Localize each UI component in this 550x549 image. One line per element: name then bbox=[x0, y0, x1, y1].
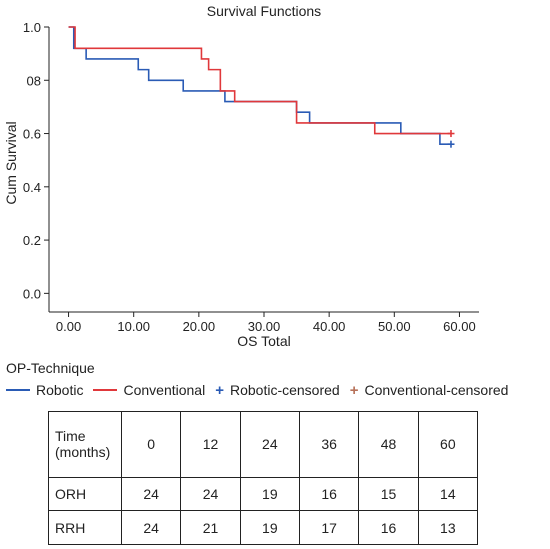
risk-table-cell: 14 bbox=[417, 476, 479, 512]
legend-line-swatch bbox=[93, 389, 118, 391]
risk-table-cell: 15 bbox=[358, 476, 419, 512]
risk-table-cell: 16 bbox=[298, 476, 360, 512]
legend-label: Conventional bbox=[123, 382, 206, 398]
risk-table-row-label: ORH bbox=[48, 476, 122, 512]
risk-table-cell: 19 bbox=[239, 476, 300, 512]
risk-table-header-label: Time (months) bbox=[48, 411, 122, 478]
series-line-robotic bbox=[68, 26, 451, 145]
risk-table-time: 12 bbox=[180, 411, 241, 478]
chart-title: Survival Functions bbox=[207, 3, 321, 19]
risk-table-time: 0 bbox=[120, 411, 182, 478]
x-tick-label: 20.00 bbox=[183, 319, 216, 334]
legend-item: Robotic bbox=[6, 382, 83, 398]
x-axis-label: OS Total bbox=[237, 333, 290, 349]
risk-table-time: 36 bbox=[298, 411, 360, 478]
risk-table-row: RRH 24 21 19 17 16 13 bbox=[48, 510, 479, 545]
x-tick-label: 60.00 bbox=[443, 319, 476, 334]
y-tick-label: 0.6 bbox=[23, 127, 41, 142]
risk-table-cell: 13 bbox=[417, 510, 479, 545]
legend-label: Robotic bbox=[36, 382, 84, 398]
legend: OP-Technique Robotic Conventional + Robotic… bbox=[6, 360, 550, 398]
risk-table-time: 48 bbox=[358, 411, 419, 478]
y-axis-label: Cum Survival bbox=[3, 121, 19, 204]
y-tick-label: 0.2 bbox=[23, 233, 41, 248]
y-tick-label: 0.4 bbox=[23, 180, 41, 195]
risk-table: Time (months) 0 12 24 36 48 60 ORH 24 24 19 16 15 14 R… bbox=[48, 411, 479, 545]
legend-items: Robotic Conventional + Robotic-censored + Con… bbox=[6, 382, 550, 398]
series-line-conventional bbox=[68, 26, 451, 135]
legend-plus-swatch: + bbox=[215, 381, 224, 399]
censor-mark-conventional bbox=[447, 130, 455, 138]
x-tick-label: 50.00 bbox=[378, 319, 411, 334]
legend-plus-swatch: + bbox=[349, 381, 359, 399]
legend-item: + Robotic-censored bbox=[215, 382, 340, 398]
risk-table-cell: 24 bbox=[180, 476, 241, 512]
legend-item: + Conventional-censored bbox=[350, 382, 509, 398]
legend-title: OP-Technique bbox=[6, 360, 95, 376]
chart-axes: 0.0 0.2 0.4 0.6 08 1.0 0.00 10.00 20.00 30.00 40.0… bbox=[23, 20, 479, 334]
x-tick-label: 30.00 bbox=[248, 319, 281, 334]
risk-table-time: 24 bbox=[239, 411, 300, 478]
risk-table-cell: 17 bbox=[298, 510, 360, 545]
legend-label: Conventional-censored bbox=[364, 382, 509, 398]
risk-table-cell: 16 bbox=[358, 510, 419, 545]
legend-line-swatch bbox=[6, 389, 30, 391]
y-tick-label: 0.0 bbox=[23, 286, 41, 301]
risk-table-cell: 21 bbox=[180, 510, 241, 545]
risk-table-cell: 19 bbox=[239, 510, 300, 545]
y-tick-label: 08 bbox=[27, 73, 41, 88]
legend-item: Conventional bbox=[93, 382, 205, 398]
risk-table-row-label: RRH bbox=[48, 510, 122, 545]
legend-label: Robotic-censored bbox=[229, 382, 340, 398]
plot-area bbox=[68, 26, 455, 148]
x-tick-label: 40.00 bbox=[313, 319, 346, 334]
risk-table-cell: 24 bbox=[120, 476, 182, 512]
survival-chart: Survival Functions 0.0 0.2 0.4 0.6 08 1.0 0.00… bbox=[3, 3, 479, 349]
risk-table-header-row: Time (months) 0 12 24 36 48 60 bbox=[48, 411, 479, 478]
x-tick-label: 10.00 bbox=[117, 319, 150, 334]
risk-table-row: ORH 24 24 19 16 15 14 bbox=[48, 476, 479, 512]
x-tick-label: 0.00 bbox=[56, 319, 81, 334]
censor-mark-robotic bbox=[447, 140, 455, 148]
y-tick-label: 1.0 bbox=[23, 20, 41, 35]
risk-table-time: 60 bbox=[417, 411, 479, 478]
risk-table-cell: 24 bbox=[120, 510, 182, 545]
